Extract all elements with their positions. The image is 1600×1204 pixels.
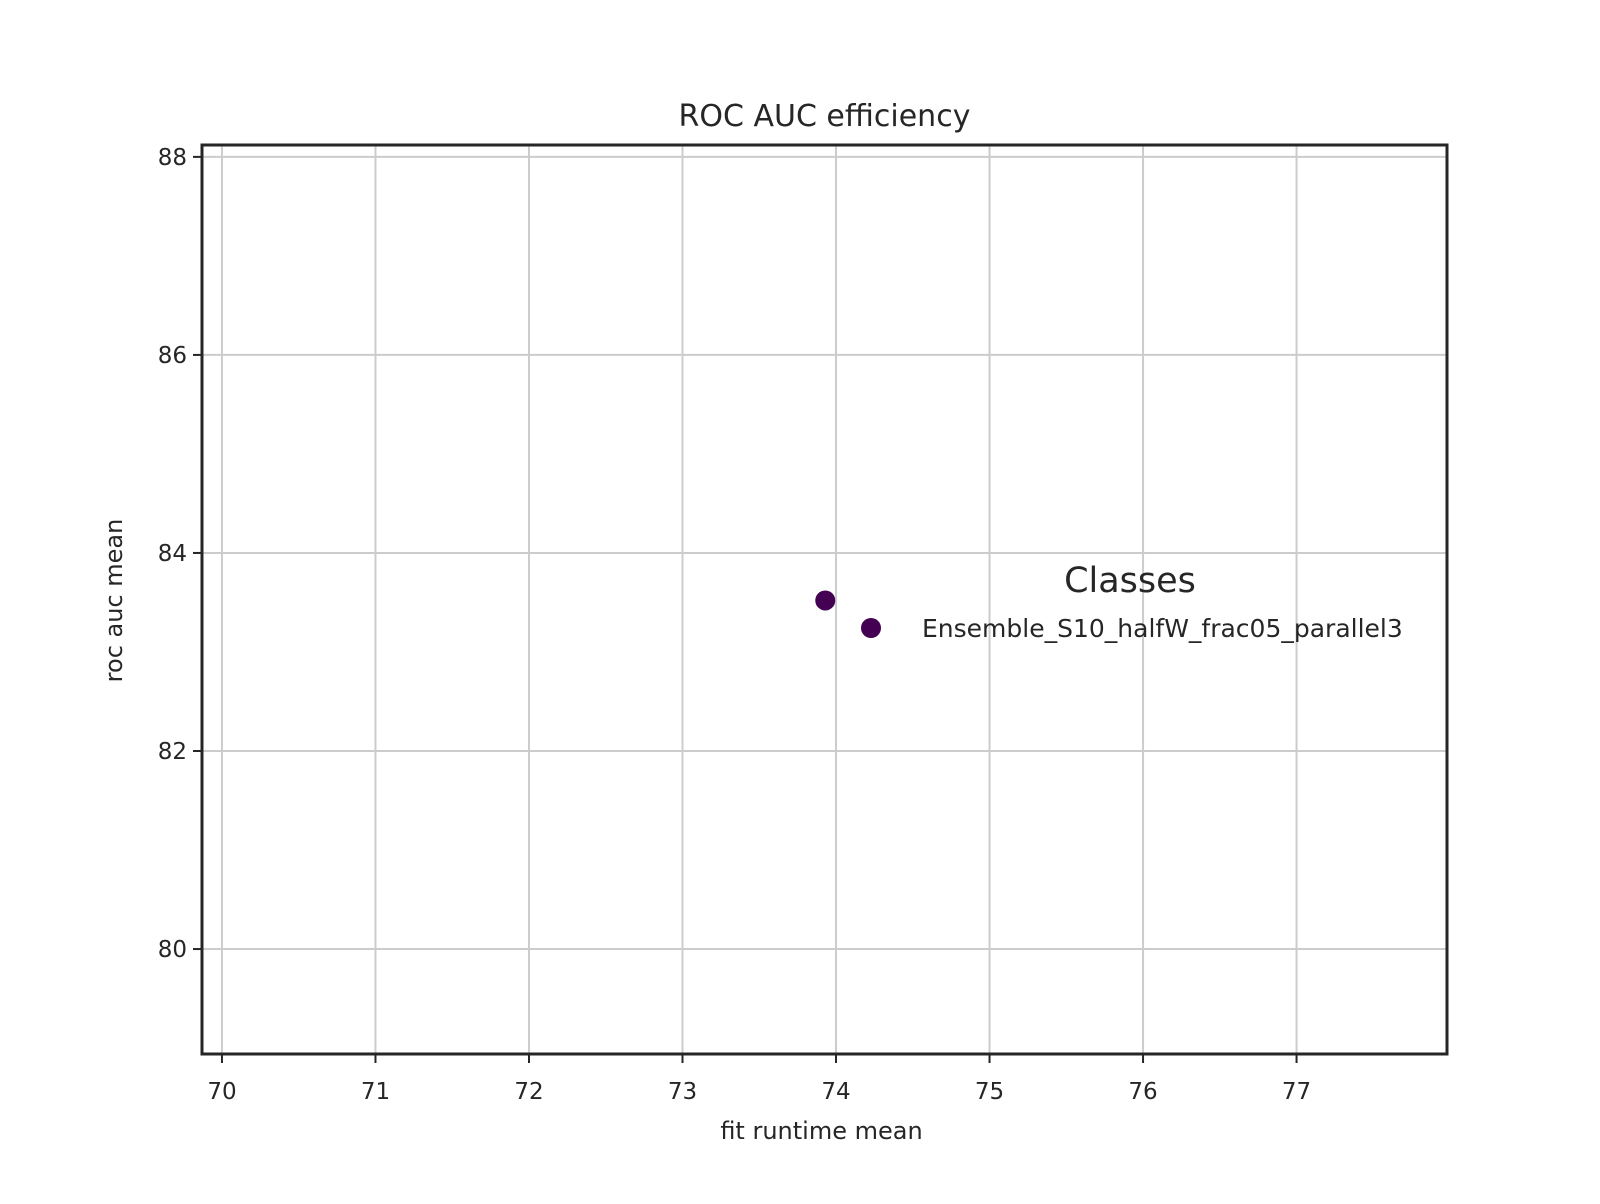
legend-entry-label: Ensemble_S10_halfW_frac05_parallel3 — [922, 614, 1403, 643]
x-tick-label: 77 — [1282, 1079, 1311, 1105]
legend: Classes Ensemble_S10_halfW_frac05_parall… — [861, 561, 1403, 643]
axis-ticks: 70 71 72 73 74 75 76 77 80 82 84 86 88 — [158, 145, 1311, 1105]
y-tick-label: 84 — [158, 541, 187, 567]
grid-lines — [202, 145, 1447, 1054]
y-tick-label: 82 — [158, 739, 187, 765]
legend-marker — [861, 618, 881, 638]
y-axis-label: roc auc mean — [100, 519, 128, 683]
y-tick-label: 80 — [158, 937, 187, 963]
data-points — [815, 590, 836, 611]
x-tick-label: 76 — [1128, 1079, 1157, 1105]
data-point — [815, 590, 836, 611]
legend-title: Classes — [1064, 561, 1196, 601]
plot-frame — [200, 143, 1449, 1056]
x-tick-label: 70 — [207, 1079, 236, 1105]
y-tick-label: 86 — [158, 343, 187, 369]
x-tick-label: 75 — [975, 1079, 1004, 1105]
chart-title: ROC AUC efficiency — [679, 99, 971, 134]
x-tick-label: 71 — [361, 1079, 390, 1105]
y-tick-label: 88 — [158, 145, 187, 171]
x-tick-label: 72 — [514, 1079, 543, 1105]
x-tick-label: 74 — [821, 1079, 850, 1105]
x-axis-label: fit runtime mean — [720, 1117, 922, 1145]
x-tick-label: 73 — [668, 1079, 697, 1105]
